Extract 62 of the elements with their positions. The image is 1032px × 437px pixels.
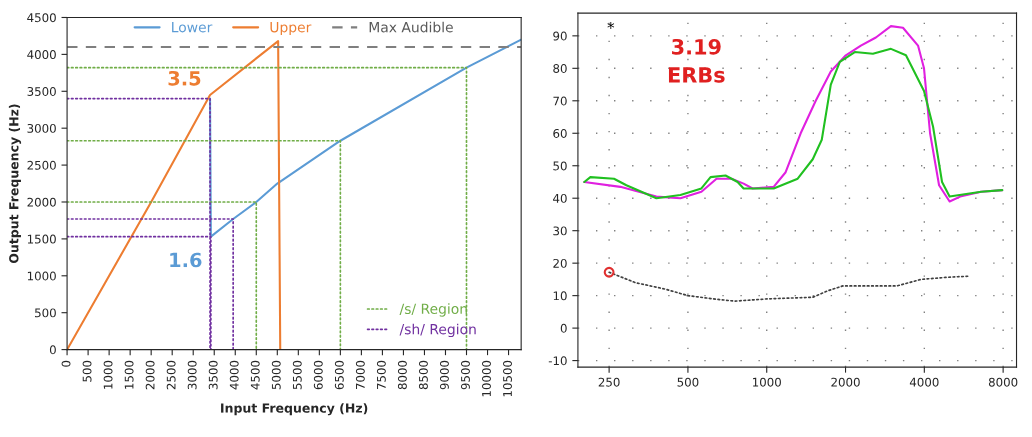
y-tick-label: 0 <box>560 323 567 333</box>
y-tick-label: 80 <box>553 64 567 73</box>
x-tick-label: 2500 <box>166 360 176 390</box>
y-tick-label: 3000 <box>27 123 56 133</box>
y-tick-label: 60 <box>553 128 567 138</box>
y-tick-label: 2000 <box>27 197 56 207</box>
annotation: 3.19 ERBs <box>668 38 725 83</box>
x-tick-label: 6500 <box>334 360 344 390</box>
y-tick-label: 1000 <box>27 271 56 281</box>
x-tick-label: 8500 <box>418 360 428 390</box>
x-tick-label: 500 <box>82 360 92 382</box>
x-tick-label: 1000 <box>103 360 113 389</box>
x-tick-label: 1500 <box>124 360 134 389</box>
x-tick-label: 8000 <box>988 377 1018 387</box>
x-tick-label: 250 <box>598 377 620 387</box>
x-tick-label: 500 <box>677 377 699 387</box>
x-tick-label: 3000 <box>187 360 197 390</box>
x-tick-label: 4000 <box>909 377 939 387</box>
x-tick-label: 2000 <box>145 360 155 390</box>
x-tick-label: 7000 <box>355 360 365 390</box>
legend-label: /sh/ Region <box>399 323 476 338</box>
x-tick-label: 4500 <box>250 360 260 390</box>
line-series <box>67 40 282 350</box>
x-tick-label: 10500 <box>503 360 512 397</box>
y-tick-label: 10 <box>553 291 567 301</box>
x-tick-label: 4000 <box>229 360 239 390</box>
legend-label: Upper <box>270 22 312 36</box>
x-tick-label: 1000 <box>753 377 781 387</box>
annotation: 3.5 <box>168 70 201 86</box>
x-tick-label: 5500 <box>292 360 302 390</box>
x-tick-label: 3500 <box>208 360 218 390</box>
legend-label: Max Audible <box>369 21 453 33</box>
y-tick-label: 70 <box>553 96 567 106</box>
legend-label: /s/ Region <box>399 303 467 317</box>
y-tick-label: 90 <box>553 31 567 41</box>
x-tick-label: 0 <box>61 360 71 367</box>
x-tick-label: 2000 <box>831 377 860 387</box>
x-tick-label: 7500 <box>376 360 386 390</box>
line-series <box>208 38 522 238</box>
x-tick-label: 9000 <box>439 360 449 390</box>
y-tick-label: 4000 <box>27 50 56 60</box>
annotation: 1.6 <box>170 252 202 268</box>
x-tick-label: 6000 <box>313 360 323 390</box>
legend-label: Lower <box>172 22 213 33</box>
y-tick-label: 0 <box>49 345 56 355</box>
x-tick-label: 8000 <box>397 360 407 390</box>
y-tick-label: 2500 <box>27 160 56 170</box>
y-tick-label: 40 <box>553 193 567 203</box>
x-axis-title: Input Frequency (Hz) <box>221 403 368 416</box>
y-tick-label: 3500 <box>27 87 56 96</box>
annotation: * <box>607 21 615 29</box>
y-tick-label: 4500 <box>27 13 56 23</box>
y-tick-label: 500 <box>35 308 56 318</box>
x-tick-label: 9500 <box>461 360 470 390</box>
y-tick-label: 20 <box>553 258 567 268</box>
x-tick-label: 10000 <box>482 360 491 397</box>
x-tick-label: 5000 <box>271 360 281 390</box>
y-tick-label: 1500 <box>27 234 56 244</box>
y-tick-label: 30 <box>553 226 567 236</box>
y-tick-label: -10 <box>548 356 567 366</box>
y-tick-label: 50 <box>553 161 567 171</box>
y-axis-title: Output Frequency (Hz) <box>8 104 22 264</box>
